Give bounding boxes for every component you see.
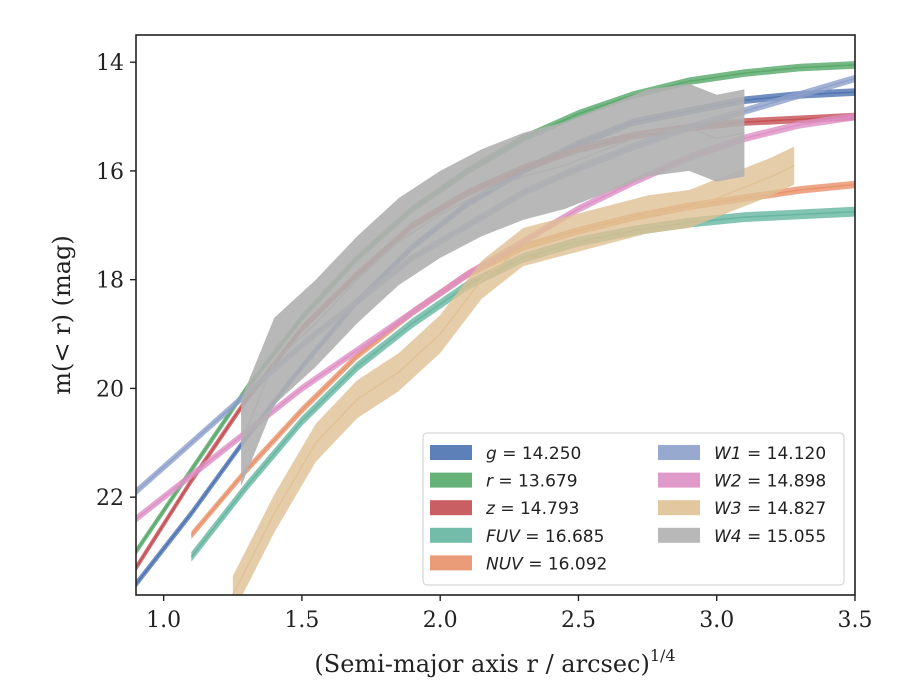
y-tick-label: 20 (96, 377, 124, 402)
series-w3-line (232, 164, 795, 595)
y-tick-label: 16 (96, 160, 124, 185)
y-tick-label: 22 (96, 486, 124, 511)
legend-swatch-w2 (658, 472, 700, 488)
legend-swatch-w3 (658, 500, 700, 516)
legend-swatch-w4 (658, 527, 700, 543)
legend-entry-r: r = 13.679 (486, 472, 578, 492)
x-tick-label: 2.5 (561, 608, 596, 633)
series-w4-band (241, 83, 745, 487)
legend-entry-fuv: FUV = 16.685 (486, 527, 604, 547)
y-axis-title: m(< r) (mag) (48, 235, 76, 394)
series-w4-line (240, 126, 745, 444)
x-axis-title: (Semi-major axis r / arcsec)1/4 (314, 646, 675, 678)
x-tick-label: 1.0 (146, 608, 181, 633)
y-axis: 14 16 18 20 22 (96, 51, 136, 511)
legend-entry-w4: W4 = 15.055 (714, 527, 826, 547)
legend-entry-w1: W1 = 14.120 (714, 444, 826, 464)
legend-swatch-nuv (430, 555, 472, 571)
x-axis: 1.0 1.5 2.0 2.5 3.0 3.5 (146, 595, 873, 633)
x-tick-label: 3.0 (699, 608, 734, 633)
y-tick-label: 14 (96, 51, 124, 76)
legend-entry-g: g = 14.250 (486, 444, 581, 464)
series-layer (136, 61, 855, 595)
x-axis-title-exponent: 1/4 (650, 646, 676, 665)
x-tick-label: 1.5 (284, 608, 319, 633)
y-tick-label: 18 (96, 269, 124, 294)
legend-swatch-r (430, 472, 472, 488)
legend-box (422, 432, 845, 586)
legend-swatch-g (430, 445, 472, 460)
legend-swatch-w1 (658, 445, 700, 460)
legend-entry-z: z = 14.793 (485, 499, 579, 519)
legend-entry-nuv: NUV = 16.092 (486, 554, 607, 574)
x-tick-label: 3.5 (838, 608, 873, 633)
x-tick-label: 2.0 (423, 608, 458, 633)
legend-entry-w3: W3 = 14.827 (714, 499, 826, 519)
legend-swatch-z (430, 500, 472, 516)
legend-entry-w2: W2 = 14.898 (714, 472, 826, 492)
legend: g = 14.250 r = 13.679 z = 14.793 FUV = 16.6… (422, 432, 845, 586)
legend-swatch-fuv (430, 527, 472, 543)
series-w3-band (232, 146, 795, 595)
plot-frame (135, 34, 856, 596)
